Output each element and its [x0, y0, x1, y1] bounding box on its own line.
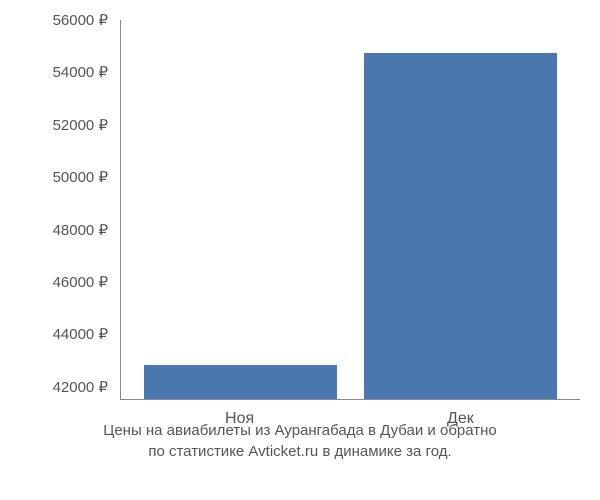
plot-area: 42000 ₽ 44000 ₽ 46000 ₽ 48000 ₽ 50000 ₽ 52000… — [40, 20, 580, 400]
y-tick-label: 46000 ₽ — [53, 273, 108, 291]
x-label-Дек: Дек — [447, 410, 474, 428]
bars-area — [120, 20, 580, 400]
y-tick-label: 42000 ₽ — [53, 378, 108, 396]
y-tick-label: 50000 ₽ — [53, 168, 108, 186]
caption-line-2: по статистике Avticket.ru в динамике за … — [148, 443, 451, 460]
bar-Ноя — [144, 365, 337, 399]
y-tick-label: 54000 ₽ — [53, 63, 108, 81]
y-tick-label: 56000 ₽ — [53, 11, 108, 29]
bar-Дек — [364, 53, 557, 399]
y-tick-label: 48000 ₽ — [53, 221, 108, 239]
y-tick-label: 52000 ₽ — [53, 116, 108, 134]
x-label-Ноя: Ноя — [225, 410, 254, 428]
y-tick-label: 44000 ₽ — [53, 325, 108, 343]
price-chart: 42000 ₽ 44000 ₽ 46000 ₽ 48000 ₽ 50000 ₽ 52000… — [0, 0, 600, 500]
x-axis: Ноя Дек — [120, 405, 580, 435]
